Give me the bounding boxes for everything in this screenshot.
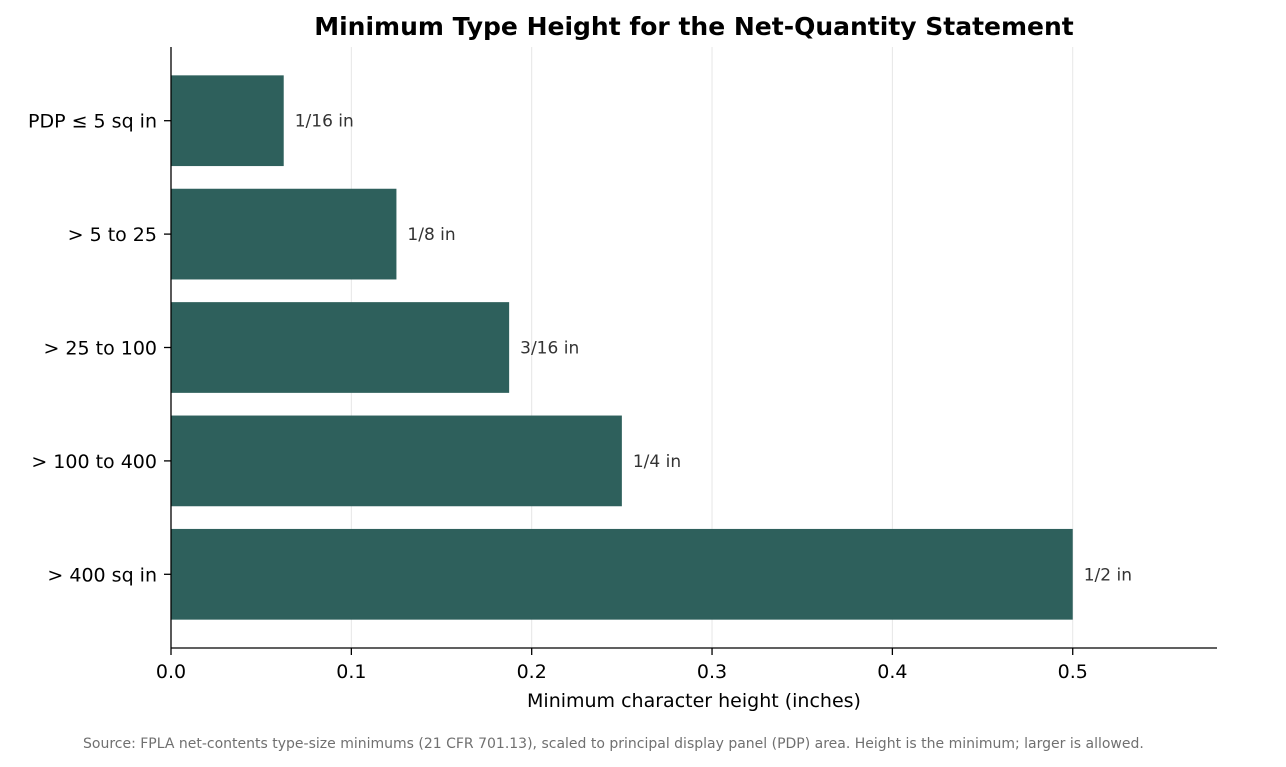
bar-value-label: 1/16 in	[295, 112, 354, 132]
x-tick-label: 0.1	[336, 661, 366, 683]
x-tick-label: 0.0	[156, 661, 186, 683]
y-tick-label: > 25 to 100	[43, 338, 157, 360]
bar	[171, 302, 510, 393]
bar	[171, 188, 397, 280]
source-note: Source: FPLA net-contents type-size mini…	[83, 736, 1144, 752]
bar-value-label: 3/16 in	[520, 339, 579, 359]
bars: 1/16 in 1/8 in 3/16 in 1/4 in 1/2 in	[171, 75, 1132, 620]
bar	[171, 528, 1073, 620]
chart-title: Minimum Type Height for the Net-Quantity…	[314, 12, 1074, 41]
x-ticks: 0.0 0.1 0.2 0.3 0.4 0.5	[156, 648, 1088, 683]
bar	[171, 75, 284, 167]
x-axis-label: Minimum character height (inches)	[527, 690, 861, 712]
bar	[171, 415, 622, 507]
bar-value-label: 1/8 in	[407, 225, 455, 245]
bar-value-label: 1/4 in	[633, 452, 681, 472]
x-tick-label: 0.2	[517, 661, 547, 683]
y-tick-label: > 100 to 400	[31, 451, 157, 473]
x-tick-label: 0.4	[877, 661, 907, 683]
y-tick-label: > 400 sq in	[47, 564, 157, 586]
x-tick-label: 0.3	[697, 661, 727, 683]
y-ticks: PDP ≤ 5 sq in > 5 to 25 > 25 to 100 > 100 t…	[28, 111, 171, 586]
y-tick-label: PDP ≤ 5 sq in	[28, 111, 157, 133]
y-tick-label: > 5 to 25	[68, 224, 157, 246]
x-tick-label: 0.5	[1058, 661, 1088, 683]
bar-value-label: 1/2 in	[1084, 565, 1132, 585]
